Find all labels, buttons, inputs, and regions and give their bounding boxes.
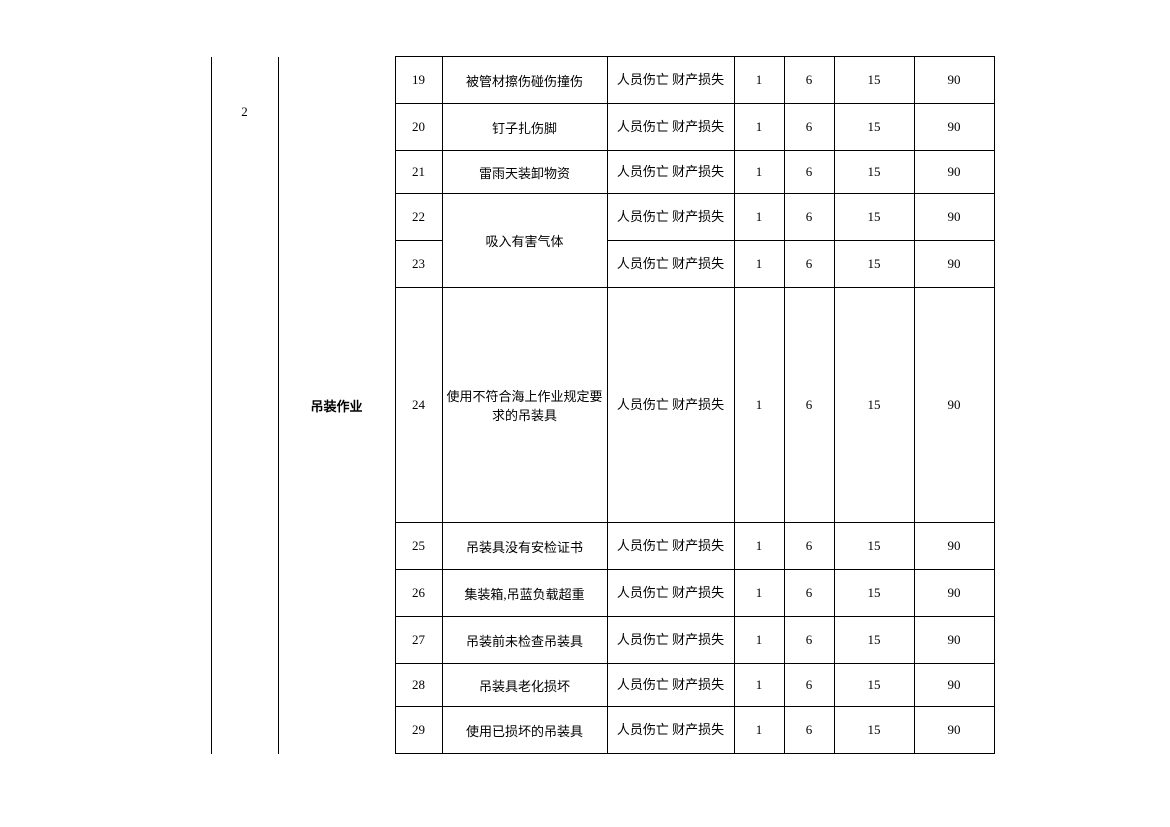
row-num: 28 bbox=[395, 664, 442, 707]
val-c2: 6 bbox=[784, 664, 834, 707]
consequence: 人员伤亡 财产损失 bbox=[607, 241, 734, 288]
table-row: 2 吊装作业 19 被管材擦伤碰伤撞伤 人员伤亡 财产损失 1 6 15 90 bbox=[181, 57, 994, 104]
row-desc-merged: 吸入有害气体 bbox=[442, 194, 607, 288]
val-c2: 6 bbox=[784, 151, 834, 194]
row-num: 19 bbox=[395, 57, 442, 104]
val-c4: 90 bbox=[914, 707, 994, 754]
val-c4: 90 bbox=[914, 617, 994, 664]
val-c3: 15 bbox=[834, 617, 914, 664]
row-num: 26 bbox=[395, 570, 442, 617]
val-c1: 1 bbox=[734, 288, 784, 523]
row-num: 25 bbox=[395, 523, 442, 570]
val-c3: 15 bbox=[834, 194, 914, 241]
val-c3: 15 bbox=[834, 664, 914, 707]
val-c4: 90 bbox=[914, 664, 994, 707]
row-num: 27 bbox=[395, 617, 442, 664]
val-c3: 15 bbox=[834, 241, 914, 288]
consequence: 人员伤亡 财产损失 bbox=[607, 617, 734, 664]
consequence: 人员伤亡 财产损失 bbox=[607, 523, 734, 570]
val-c2: 6 bbox=[784, 57, 834, 104]
category-label: 吊装作业 bbox=[310, 399, 362, 414]
row-num: 24 bbox=[395, 288, 442, 523]
row-desc: 使用已损坏的吊装具 bbox=[442, 707, 607, 754]
val-c4: 90 bbox=[914, 151, 994, 194]
val-c1: 1 bbox=[734, 57, 784, 104]
val-c2: 6 bbox=[784, 707, 834, 754]
val-c2: 6 bbox=[784, 570, 834, 617]
section-number: 2 bbox=[241, 104, 248, 119]
spacer-col bbox=[181, 57, 211, 754]
val-c3: 15 bbox=[834, 523, 914, 570]
row-num: 29 bbox=[395, 707, 442, 754]
row-desc: 雷雨天装卸物资 bbox=[442, 151, 607, 194]
val-c1: 1 bbox=[734, 523, 784, 570]
row-desc: 吊装具老化损坏 bbox=[442, 664, 607, 707]
val-c1: 1 bbox=[734, 707, 784, 754]
val-c2: 6 bbox=[784, 523, 834, 570]
val-c3: 15 bbox=[834, 104, 914, 151]
consequence: 人员伤亡 财产损失 bbox=[607, 707, 734, 754]
category-cell: 吊装作业 bbox=[278, 57, 395, 754]
row-num: 22 bbox=[395, 194, 442, 241]
val-c1: 1 bbox=[734, 151, 784, 194]
val-c1: 1 bbox=[734, 241, 784, 288]
row-desc: 钉子扎伤脚 bbox=[442, 104, 607, 151]
consequence: 人员伤亡 财产损失 bbox=[607, 288, 734, 523]
val-c4: 90 bbox=[914, 104, 994, 151]
val-c4: 90 bbox=[914, 194, 994, 241]
val-c3: 15 bbox=[834, 707, 914, 754]
row-desc: 吊装具没有安检证书 bbox=[442, 523, 607, 570]
val-c2: 6 bbox=[784, 104, 834, 151]
row-desc: 吊装前未检查吊装具 bbox=[442, 617, 607, 664]
val-c4: 90 bbox=[914, 57, 994, 104]
val-c2: 6 bbox=[784, 617, 834, 664]
row-num: 23 bbox=[395, 241, 442, 288]
val-c1: 1 bbox=[734, 104, 784, 151]
val-c2: 6 bbox=[784, 241, 834, 288]
val-c4: 90 bbox=[914, 241, 994, 288]
consequence: 人员伤亡 财产损失 bbox=[607, 194, 734, 241]
val-c1: 1 bbox=[734, 194, 784, 241]
consequence: 人员伤亡 财产损失 bbox=[607, 104, 734, 151]
val-c3: 15 bbox=[834, 570, 914, 617]
val-c4: 90 bbox=[914, 523, 994, 570]
row-desc: 被管材擦伤碰伤撞伤 bbox=[442, 57, 607, 104]
consequence: 人员伤亡 财产损失 bbox=[607, 570, 734, 617]
risk-table: 2 吊装作业 19 被管材擦伤碰伤撞伤 人员伤亡 财产损失 1 6 15 90 … bbox=[181, 56, 995, 754]
consequence: 人员伤亡 财产损失 bbox=[607, 664, 734, 707]
row-num: 20 bbox=[395, 104, 442, 151]
row-desc: 集装箱,吊蓝负载超重 bbox=[442, 570, 607, 617]
val-c2: 6 bbox=[784, 194, 834, 241]
val-c1: 1 bbox=[734, 617, 784, 664]
val-c1: 1 bbox=[734, 570, 784, 617]
val-c3: 15 bbox=[834, 151, 914, 194]
section-number-cell: 2 bbox=[211, 57, 278, 754]
document-page: 2 吊装作业 19 被管材擦伤碰伤撞伤 人员伤亡 财产损失 1 6 15 90 … bbox=[0, 0, 1170, 827]
consequence: 人员伤亡 财产损失 bbox=[607, 57, 734, 104]
consequence: 人员伤亡 财产损失 bbox=[607, 151, 734, 194]
val-c1: 1 bbox=[734, 664, 784, 707]
val-c2: 6 bbox=[784, 288, 834, 523]
row-num: 21 bbox=[395, 151, 442, 194]
val-c4: 90 bbox=[914, 570, 994, 617]
val-c4: 90 bbox=[914, 288, 994, 523]
val-c3: 15 bbox=[834, 57, 914, 104]
row-desc: 使用不符合海上作业规定要求的吊装具 bbox=[442, 288, 607, 523]
val-c3: 15 bbox=[834, 288, 914, 523]
